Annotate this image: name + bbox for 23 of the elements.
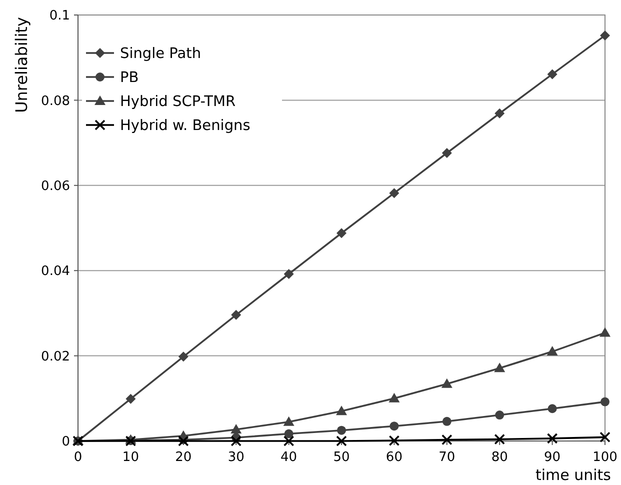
y-tick-label: 0.06: [41, 178, 70, 194]
y-tick-label: 0: [62, 434, 70, 450]
x-tick-label: 90: [544, 450, 561, 465]
x-tick-label: 20: [175, 450, 192, 465]
legend-label: Hybrid w. Benigns: [120, 118, 250, 134]
y-tick-label: 0.04: [41, 264, 70, 280]
y-tick-label: 0.1: [49, 8, 70, 24]
x-tick-label: 10: [122, 450, 139, 465]
x-axis-title: time units: [535, 466, 612, 484]
legend-label: Hybrid SCP-TMR: [120, 94, 236, 110]
x-tick-label: 80: [491, 450, 508, 465]
x-tick-label: 50: [333, 450, 350, 465]
x-tick-label: 70: [438, 450, 456, 465]
x-tick-label: 40: [280, 450, 298, 465]
x-tick-label: 100: [592, 450, 618, 465]
x-tick-label: 30: [228, 450, 244, 465]
y-tick-label: 0.08: [41, 94, 70, 109]
x-tick-label: 0: [74, 450, 82, 465]
y-axis-title: Unreliability: [12, 17, 31, 113]
legend-label: PB: [120, 70, 139, 86]
x-tick-label: 60: [386, 450, 402, 465]
legend-label: Single Path: [120, 46, 202, 62]
y-tick-label: 0.02: [41, 349, 70, 364]
